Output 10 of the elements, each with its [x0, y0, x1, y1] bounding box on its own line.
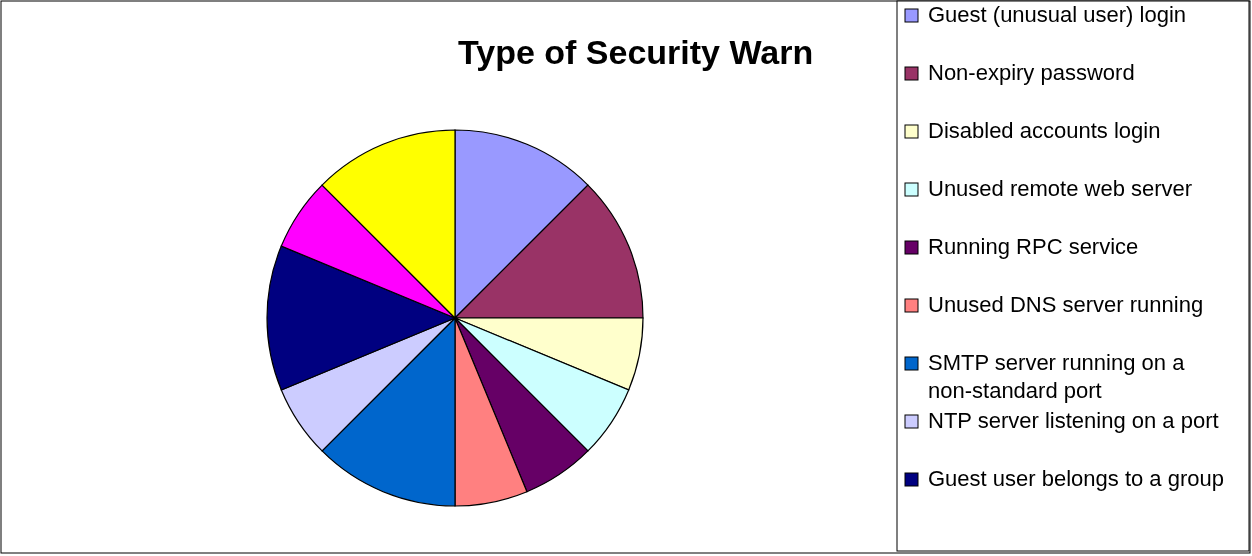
legend-label: Unused remote web server: [928, 176, 1193, 201]
legend-label: SMTP server running on a non-standard port: [928, 350, 1186, 403]
legend-label: Guest user belongs to a group: [928, 466, 1224, 491]
legend-label: Running RPC service: [928, 234, 1139, 259]
legend-label: NTP server listening on a port: [928, 408, 1219, 433]
legend-label: Disabled accounts login: [928, 118, 1161, 143]
text: Type of Security Warn: [458, 33, 814, 71]
legend-label: Non-expiry password: [928, 60, 1135, 85]
legend-label: Unused DNS server running: [928, 292, 1204, 317]
legend-label: Guest (unusual user) login: [928, 2, 1187, 27]
